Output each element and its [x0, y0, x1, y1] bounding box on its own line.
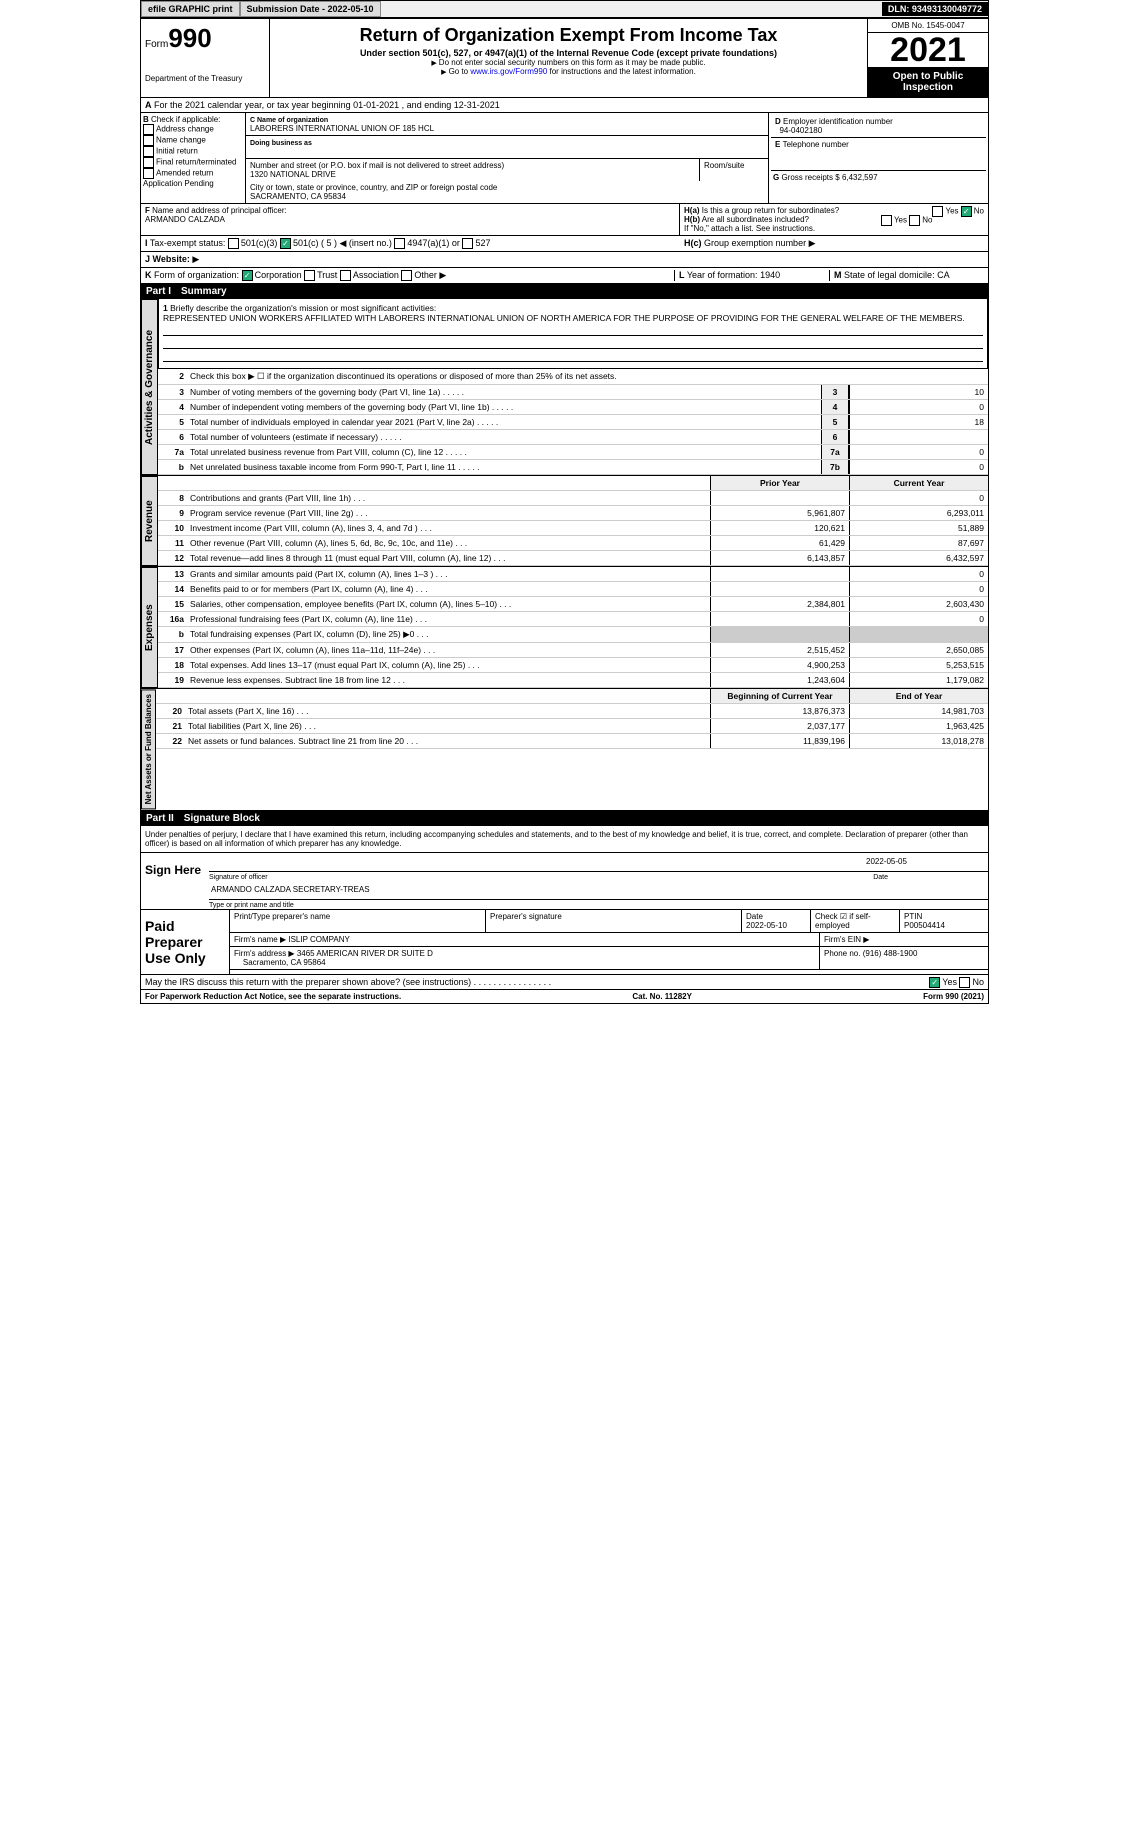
open-to-public: Open to Public Inspection	[868, 67, 988, 97]
org-city: SACRAMENTO, CA 95834	[250, 192, 346, 201]
firm-addr: 3465 AMERICAN RIVER DR SUITE D	[297, 949, 433, 958]
fin-row: 9Program service revenue (Part VIII, lin…	[158, 506, 988, 521]
firm-phone: (916) 488-1900	[863, 949, 918, 958]
irs-link[interactable]: www.irs.gov/Form990	[470, 67, 547, 76]
form-header: Form990 Department of the Treasury Retur…	[140, 18, 989, 98]
dept-label: Department of the Treasury	[145, 74, 265, 83]
efile-print-button[interactable]: efile GRAPHIC print	[141, 1, 240, 17]
cat-no: Cat. No. 11282Y	[401, 992, 923, 1001]
501c3-checkbox[interactable]	[228, 238, 239, 249]
ha-no-checkbox[interactable]	[961, 206, 972, 217]
gov-row: 7aTotal unrelated business revenue from …	[158, 445, 988, 460]
gov-row: 3Number of voting members of the governi…	[158, 385, 988, 400]
gov-row: 5Total number of individuals employed in…	[158, 415, 988, 430]
sig-date: 2022-05-05	[864, 855, 988, 872]
exp-side-tab: Expenses	[141, 567, 158, 688]
gov-row: 6Total number of volunteers (estimate if…	[158, 430, 988, 445]
goto-note: Go to www.irs.gov/Form990 for instructio…	[274, 67, 863, 76]
fin-row: 8Contributions and grants (Part VIII, li…	[158, 491, 988, 506]
fin-row: 22Net assets or fund balances. Subtract …	[156, 734, 988, 749]
discuss-row: May the IRS discuss this return with the…	[140, 975, 989, 990]
fin-row: 13Grants and similar amounts paid (Part …	[158, 567, 988, 582]
part1-header: Part ISummary	[140, 284, 989, 299]
fin-row: 11Other revenue (Part VIII, column (A), …	[158, 536, 988, 551]
gross-receipts: 6,432,597	[842, 173, 878, 182]
other-checkbox[interactable]	[401, 270, 412, 281]
fin-row: 16aProfessional fundraising fees (Part I…	[158, 612, 988, 627]
initial-return-checkbox[interactable]	[143, 146, 154, 157]
fin-row: 10Investment income (Part VIII, column (…	[158, 521, 988, 536]
ein: 94-0402180	[779, 126, 822, 135]
assoc-checkbox[interactable]	[340, 270, 351, 281]
form-footer: Form 990 (2021)	[923, 992, 984, 1001]
mission-text: REPRESENTED UNION WORKERS AFFILIATED WIT…	[163, 313, 965, 323]
na-side-tab: Net Assets or Fund Balances	[141, 689, 156, 809]
line-a: A For the 2021 calendar year, or tax yea…	[140, 98, 989, 113]
corp-checkbox[interactable]	[242, 270, 253, 281]
current-year-hdr: Current Year	[849, 476, 988, 490]
hb-yes-checkbox[interactable]	[881, 215, 892, 226]
officer-sig-line[interactable]	[209, 855, 864, 872]
state-domicile: CA	[937, 270, 950, 280]
fin-row: bTotal fundraising expenses (Part IX, co…	[158, 627, 988, 643]
fin-row: 17Other expenses (Part IX, column (A), l…	[158, 643, 988, 658]
fin-row: 18Total expenses. Add lines 13–17 (must …	[158, 658, 988, 673]
hb-no-checkbox[interactable]	[909, 215, 920, 226]
perjury-declaration: Under penalties of perjury, I declare th…	[140, 826, 989, 853]
form-number: Form990	[145, 23, 265, 54]
fin-row: 15Salaries, other compensation, employee…	[158, 597, 988, 612]
discuss-yes-checkbox[interactable]	[929, 977, 940, 988]
prep-date: 2022-05-10	[746, 921, 787, 930]
officer-name: ARMANDO CALZADA	[145, 215, 225, 224]
name-change-checkbox[interactable]	[143, 135, 154, 146]
dln-label: DLN: 93493130049772	[882, 2, 988, 16]
tax-year: 2021	[868, 33, 988, 67]
form-title: Return of Organization Exempt From Incom…	[274, 25, 863, 46]
fin-row: 12Total revenue—add lines 8 through 11 (…	[158, 551, 988, 566]
final-return-checkbox[interactable]	[143, 157, 154, 168]
discuss-no-checkbox[interactable]	[959, 977, 970, 988]
ptin: P00504414	[904, 921, 945, 930]
year-formation: 1940	[760, 270, 780, 280]
org-name: LABORERS INTERNATIONAL UNION OF 185 HCL	[250, 124, 434, 133]
paid-preparer-label: Paid Preparer Use Only	[141, 910, 230, 974]
rev-side-tab: Revenue	[141, 476, 158, 566]
fin-row: 14Benefits paid to or for members (Part …	[158, 582, 988, 597]
501c-checkbox[interactable]	[280, 238, 291, 249]
paperwork-notice: For Paperwork Reduction Act Notice, see …	[145, 992, 401, 1001]
box-b: B Check if applicable: Address change Na…	[141, 113, 246, 203]
amended-return-checkbox[interactable]	[143, 168, 154, 179]
sign-here-label: Sign Here	[141, 853, 209, 909]
527-checkbox[interactable]	[462, 238, 473, 249]
fin-row: 20Total assets (Part X, line 16) . . .13…	[156, 704, 988, 719]
part2-header: Part IISignature Block	[140, 811, 989, 826]
prior-year-hdr: Prior Year	[710, 476, 849, 490]
ha-yes-checkbox[interactable]	[932, 206, 943, 217]
top-toolbar: efile GRAPHIC print Submission Date - 20…	[140, 0, 989, 18]
gov-side-tab: Activities & Governance	[141, 299, 158, 475]
submission-date-label: Submission Date - 2022-05-10	[240, 1, 381, 17]
fin-row: 21Total liabilities (Part X, line 26) . …	[156, 719, 988, 734]
form-subtitle: Under section 501(c), 527, or 4947(a)(1)…	[274, 48, 863, 58]
org-address: 1320 NATIONAL DRIVE	[250, 170, 336, 179]
fin-row: 19Revenue less expenses. Subtract line 1…	[158, 673, 988, 688]
gov-row: bNet unrelated business taxable income f…	[158, 460, 988, 475]
gov-row: 4Number of independent voting members of…	[158, 400, 988, 415]
address-change-checkbox[interactable]	[143, 124, 154, 135]
officer-printed-name: ARMANDO CALZADA SECRETARY-TREAS	[209, 883, 988, 900]
trust-checkbox[interactable]	[304, 270, 315, 281]
firm-name: ISLIP COMPANY	[288, 935, 350, 944]
ssn-note: Do not enter social security numbers on …	[274, 58, 863, 67]
4947-checkbox[interactable]	[394, 238, 405, 249]
